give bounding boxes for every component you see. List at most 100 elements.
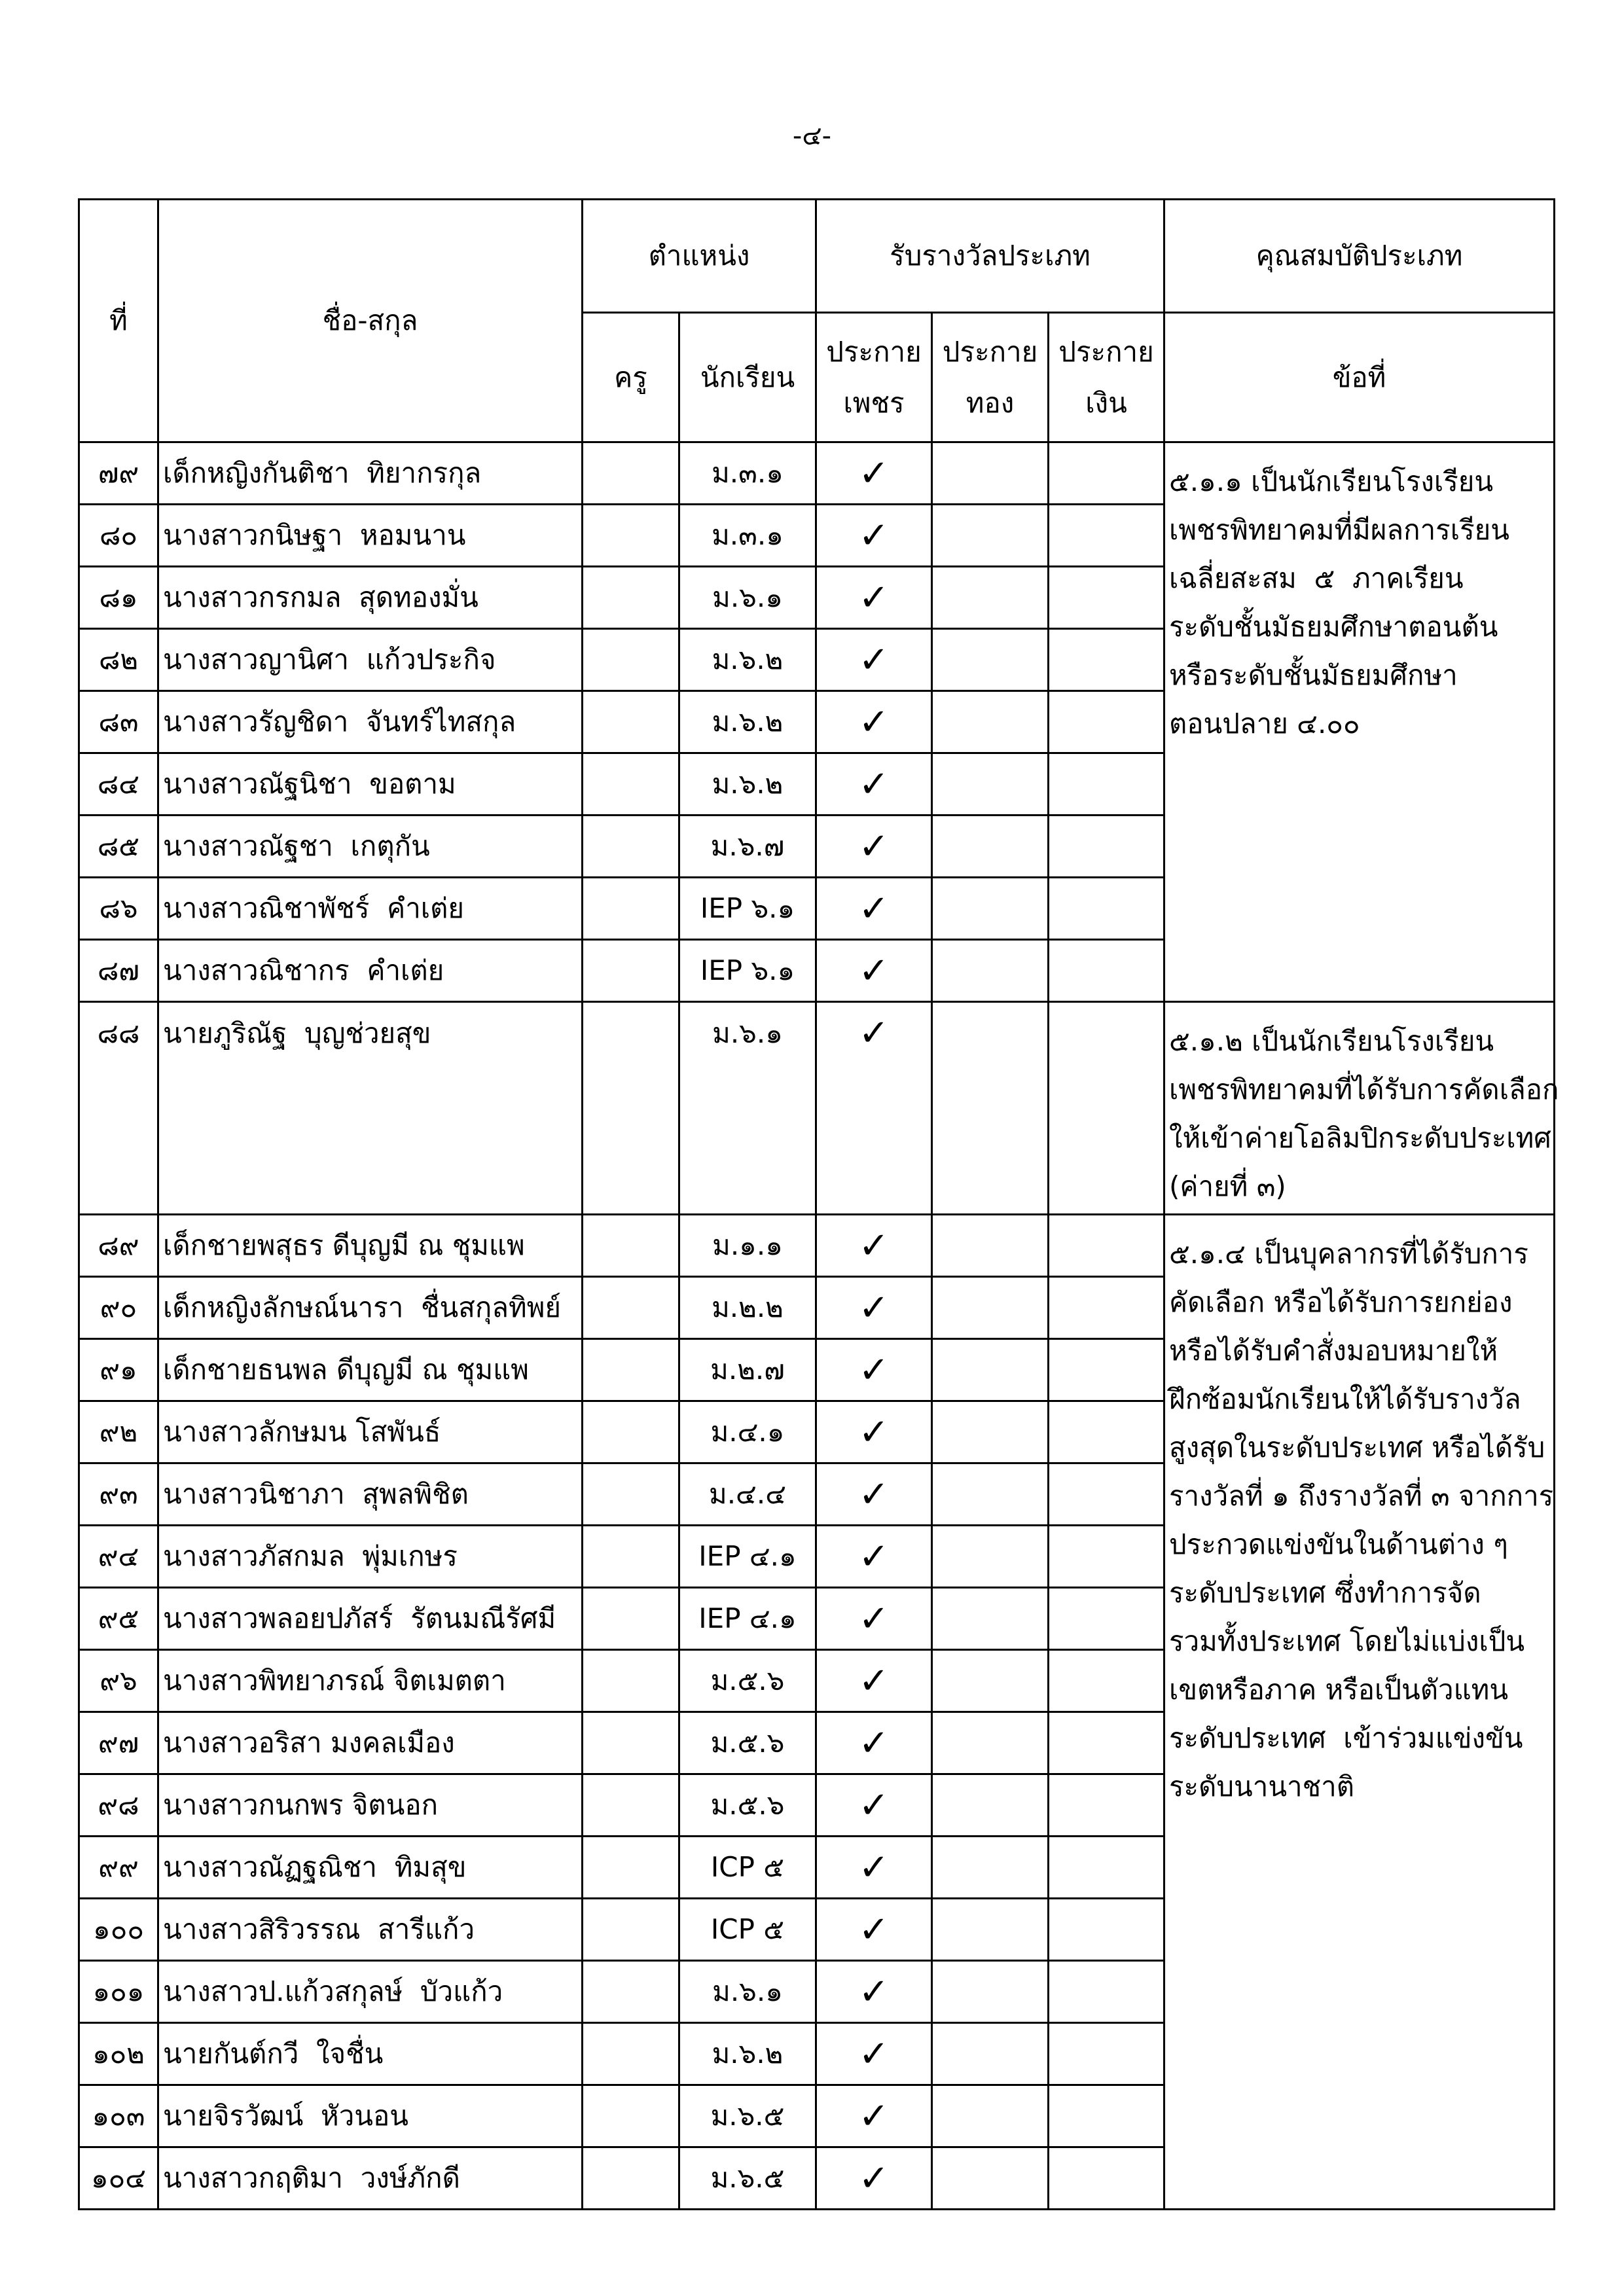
table-row: ๙๕ นางสาวพลอยปภัสร์ รัตนมณีรัศมี IEP ๔.๑ ✓ (78, 1587, 1555, 1651)
table-row: ๘๖ นางสาวณิชาพัชร์ คำเต่ย IEP ๖.๑ ✓ (78, 876, 1555, 941)
criteria-line: ๕.๑.๒ เป็นนักเรียนโรงเรียน (1169, 1025, 1494, 1057)
gold-cell (931, 1462, 1049, 1526)
criteria-line: เขตหรือภาค หรือเป็นตัวแทน (1169, 1674, 1509, 1706)
teacher-cell (581, 1400, 680, 1464)
criteria-line: ๕.๑.๔ เป็นบุคลากรที่ได้รับการ (1169, 1238, 1528, 1270)
class-cell: IEP ๖.๑ (678, 939, 817, 1003)
teacher-cell (581, 1213, 680, 1278)
criteria-line: หรือได้รับคำสั่งมอบหมายให้ (1169, 1335, 1498, 1367)
name-cell: นางสาวอริสา มงคลเมือง (157, 1711, 583, 1775)
header-cell: ครู (581, 312, 680, 443)
silver-cell (1047, 1213, 1165, 1278)
gold-cell (931, 565, 1049, 630)
table-row: ๙๓ นางสาวนิชาภา สุพลพิชิต ม.๔.๔ ✓ (78, 1462, 1555, 1526)
table-row: ๙๑ เด็กชายธนพล ดีบุญมี ณ ชุมแพ ม.๒.๗ ✓ (78, 1338, 1555, 1402)
name-cell: นางสาวกฤติมา วงษ์ภักดี (157, 2146, 583, 2210)
name-cell: นางสาวณิชาพัชร์ คำเต่ย (157, 876, 583, 941)
diamond-cell: ✓ (815, 1649, 933, 1713)
teacher-cell (581, 1773, 680, 1837)
number-cell: ๘๓ (78, 690, 159, 754)
criteria-line: ประกวดแข่งขันในด้านต่าง ๆ (1169, 1528, 1508, 1560)
table-row: ๘๙ เด็กชายพสุธร ดีบุญมี ณ ชุมแพ ม.๑.๑ ✓ ๕.๑.… (78, 1213, 1555, 2210)
name-cell: นางสาวพลอยปภัสร์ รัตนมณีรัศมี (157, 1587, 583, 1651)
gold-cell (931, 1711, 1049, 1775)
class-cell: ม.๖.๑ (678, 1960, 817, 2024)
table-row: ๑๐๑ นางสาวป.แก้วสกุลษ์ บัวแก้ว ม.๖.๑ ✓ (78, 1960, 1555, 2024)
number-cell: ๙๕ (78, 1587, 159, 1651)
name-cell: นางสาวภัสกมล พุ่มเกษร (157, 1524, 583, 1588)
number-cell: ๘๔ (78, 752, 159, 816)
number-cell: ๑๐๔ (78, 2146, 159, 2210)
gold-cell (931, 939, 1049, 1003)
class-cell: ม.๓.๑ (678, 441, 817, 505)
diamond-cell: ✓ (815, 2084, 933, 2148)
diamond-cell: ✓ (815, 503, 933, 567)
diamond-cell: ✓ (815, 1462, 933, 1526)
gold-cell (931, 2146, 1049, 2210)
diamond-cell: ✓ (815, 441, 933, 505)
teacher-cell (581, 1524, 680, 1588)
teacher-cell (581, 1587, 680, 1651)
name-cell: นางสาวญานิศา แก้วประกิจ (157, 628, 583, 692)
table-row: ๗๙ เด็กหญิงกันติชา ทิยากรกุล ม.๓.๑ ✓ ๕.๑.๑ เ… (78, 441, 1555, 1003)
header-cell: คุณสมบัติประเภท (1163, 198, 1555, 314)
class-cell: ม.๑.๑ (678, 1213, 817, 1278)
teacher-cell (581, 1960, 680, 2024)
criteria-line: ฝึกซ้อมนักเรียนให้ได้รับรางวัล (1169, 1383, 1521, 1415)
number-cell: ๑๐๐ (78, 1897, 159, 1962)
gold-cell (931, 1400, 1049, 1464)
gold-cell (931, 2022, 1049, 2086)
header-cell: ข้อที่ (1163, 312, 1555, 443)
number-cell: ๘๗ (78, 939, 159, 1003)
silver-cell (1047, 2146, 1165, 2210)
teacher-cell (581, 2022, 680, 2086)
header-line: เพชร (843, 386, 905, 419)
class-cell: ม.๖.๒ (678, 2022, 817, 2086)
teacher-cell (581, 441, 680, 505)
gold-cell (931, 1773, 1049, 1837)
gold-cell (931, 1001, 1049, 1215)
criteria-cell: ๕.๑.๒ เป็นนักเรียนโรงเรียนเพชรพิทยาคมที่… (1163, 1001, 1559, 1215)
criteria-line: ระดับชั้นมัธยมศึกษาตอนต้น (1169, 611, 1498, 643)
gold-cell (931, 1897, 1049, 1962)
silver-cell (1047, 1462, 1165, 1526)
header-line: ประกาย (942, 335, 1038, 368)
number-cell: ๘๒ (78, 628, 159, 692)
name-cell: นางสาวนิชาภา สุพลพิชิต (157, 1462, 583, 1526)
table-row: ๙๘ นางสาวกนกพร จิตนอก ม.๕.๖ ✓ (78, 1773, 1555, 1837)
name-cell: นายจิรวัฒน์ หัวนอน (157, 2084, 583, 2148)
name-cell: นางสาวณัฏฐณิชา ทิมสุข (157, 1835, 583, 1899)
table-row: ๘๔ นางสาวณัฐนิชา ขอตาม ม.๖.๒ ✓ (78, 752, 1555, 816)
table-row: ๙๒ นางสาวลักษมน โสพันธ์ ม.๔.๑ ✓ (78, 1400, 1555, 1464)
teacher-cell (581, 1711, 680, 1775)
table-row: ๘๑ นางสาวกรกมล สุดทองมั่น ม.๖.๑ ✓ (78, 565, 1555, 630)
criteria-line: ให้เข้าค่ายโอลิมปิกระดับประเทศ (1169, 1122, 1551, 1154)
teacher-cell (581, 752, 680, 816)
teacher-cell (581, 628, 680, 692)
class-cell: ม.๕.๖ (678, 1649, 817, 1713)
silver-cell (1047, 1773, 1165, 1837)
criteria-line: ระดับประเทศ ซึ่งทำการจัด (1169, 1577, 1481, 1609)
header-line: ประกาย (1058, 335, 1154, 368)
silver-cell (1047, 565, 1165, 630)
class-cell: ม.๖.๕ (678, 2084, 817, 2148)
teacher-cell (581, 1276, 680, 1340)
gold-cell (931, 876, 1049, 941)
silver-cell (1047, 441, 1165, 505)
diamond-cell: ✓ (815, 814, 933, 878)
gold-cell (931, 752, 1049, 816)
silver-cell (1047, 503, 1165, 567)
header-cell: ตำแหน่ง (581, 198, 817, 314)
table-row: ๙๙ นางสาวณัฏฐณิชา ทิมสุข ICP ๕ ✓ (78, 1835, 1555, 1899)
criteria-cell: ๕.๑.๑ เป็นนักเรียนโรงเรียน เพชรพิทยาคมที่… (1163, 441, 1555, 1003)
number-cell: ๙๘ (78, 1773, 159, 1837)
diamond-cell: ✓ (815, 1276, 933, 1340)
gold-cell (931, 690, 1049, 754)
number-cell: ๗๙ (78, 441, 159, 505)
table-row: ๘๐ นางสาวกนิษฐา หอมนาน ม.๓.๑ ✓ (78, 503, 1555, 567)
criteria-line: เพชรพิทยาคมที่ได้รับการคัดเลือก (1169, 1073, 1559, 1105)
name-cell: นางสาวพิทยาภรณ์ จิตเมตตา (157, 1649, 583, 1713)
table-row: ๙๗ นางสาวอริสา มงคลเมือง ม.๕.๖ ✓ (78, 1711, 1555, 1775)
silver-cell (1047, 1524, 1165, 1588)
number-cell: ๙๗ (78, 1711, 159, 1775)
